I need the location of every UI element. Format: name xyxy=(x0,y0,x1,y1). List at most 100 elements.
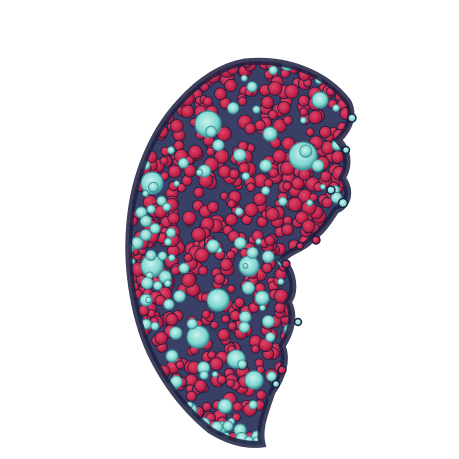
red-granule xyxy=(291,176,305,190)
red-granule xyxy=(193,186,205,198)
cyan-vacuole xyxy=(163,298,175,311)
cyan-vacuole xyxy=(238,310,252,324)
cyan-vacuole xyxy=(205,125,217,138)
cyan-vacuole xyxy=(206,288,230,312)
cyan-vacuole xyxy=(142,190,149,197)
cyan-vacuole xyxy=(266,371,277,382)
red-granule xyxy=(206,200,219,213)
cyan-vacuole xyxy=(167,253,176,262)
cyan-vacuole xyxy=(299,116,307,124)
red-granule xyxy=(182,210,197,226)
red-granule xyxy=(191,227,207,242)
red-granule xyxy=(309,192,319,202)
cyan-vacuole xyxy=(165,349,179,363)
red-granule xyxy=(265,207,280,222)
red-granule xyxy=(261,262,273,274)
red-granule xyxy=(175,360,185,370)
cyan-vacuole xyxy=(311,91,329,109)
red-granule xyxy=(287,196,303,212)
cyan-vacuole xyxy=(163,237,173,246)
cyan-vacuole xyxy=(234,207,244,216)
cyan-vacuole xyxy=(265,332,276,343)
cyan-vacuole xyxy=(152,280,163,291)
detached-red-granule xyxy=(277,365,287,375)
red-granule xyxy=(227,321,238,331)
cyan-vacuole xyxy=(233,236,247,250)
cyan-vacuole xyxy=(139,215,152,228)
red-granule xyxy=(238,162,251,175)
red-granule xyxy=(237,96,248,106)
red-granule xyxy=(225,378,236,389)
cyan-vacuole xyxy=(240,74,248,82)
cyan-vacuole xyxy=(150,321,160,331)
cyan-vacuole xyxy=(165,227,177,238)
red-granule xyxy=(321,196,333,209)
red-granule xyxy=(194,379,208,393)
cyan-vacuole xyxy=(246,246,259,259)
detached-cyan-vacuole xyxy=(271,379,281,389)
cyan-vacuole xyxy=(145,249,157,261)
cyan-vacuole xyxy=(278,196,288,207)
cyan-vacuole xyxy=(299,144,313,158)
red-granule xyxy=(255,389,267,401)
cyan-vacuole xyxy=(140,276,154,290)
cyan-vacuole xyxy=(244,370,264,390)
cyan-vacuole xyxy=(306,199,314,207)
cyan-vacuole xyxy=(226,101,240,115)
cyan-vacuole xyxy=(157,251,168,261)
cyan-vacuole xyxy=(233,148,247,162)
red-granule xyxy=(198,265,209,276)
red-granule xyxy=(272,149,287,164)
red-granule xyxy=(169,119,184,133)
red-granule xyxy=(301,219,316,234)
red-granule xyxy=(319,170,332,183)
red-granule xyxy=(299,107,309,117)
cyan-vacuole xyxy=(241,172,251,181)
cyan-vacuole xyxy=(277,278,285,286)
cyan-vacuole xyxy=(262,126,278,142)
red-granule xyxy=(167,164,182,179)
red-granule xyxy=(250,344,260,354)
cyan-vacuole xyxy=(146,204,156,214)
red-granule xyxy=(264,235,276,246)
detached-cyan-vacuole xyxy=(341,145,351,155)
cyan-vacuole xyxy=(254,290,270,306)
red-granule xyxy=(308,110,323,125)
cyan-vacuole xyxy=(217,398,233,414)
red-granule xyxy=(254,119,266,132)
cyan-vacuole xyxy=(259,304,266,312)
cyan-vacuole xyxy=(166,146,176,155)
red-granule xyxy=(268,167,279,178)
cyan-vacuole xyxy=(246,81,258,93)
red-granule xyxy=(226,199,237,209)
cyan-vacuole xyxy=(211,371,219,378)
red-granule xyxy=(194,247,210,263)
cyan-vacuole xyxy=(145,296,152,304)
red-granule xyxy=(205,146,216,157)
cyan-vacuole xyxy=(255,238,262,245)
detached-granules xyxy=(271,113,357,389)
detached-cyan-vacuole xyxy=(347,113,357,123)
red-granule xyxy=(277,101,291,115)
cyan-vacuole xyxy=(177,157,189,169)
red-granule xyxy=(319,125,332,139)
cyan-vacuole xyxy=(311,159,325,173)
detached-cyan-vacuole xyxy=(326,185,336,195)
cyan-vacuole xyxy=(173,289,186,303)
red-granule xyxy=(209,356,224,371)
cyan-vacuole xyxy=(173,180,180,187)
red-granule xyxy=(220,314,231,324)
red-granule xyxy=(267,81,283,96)
cyan-vacuole xyxy=(248,400,258,410)
red-granule xyxy=(282,115,293,126)
red-granule xyxy=(167,212,180,225)
red-granule xyxy=(224,78,238,93)
red-granule xyxy=(297,94,310,107)
cyan-vacuole xyxy=(319,183,326,190)
cyan-vacuole xyxy=(139,228,152,242)
cyan-vacuole xyxy=(252,105,261,114)
red-granule xyxy=(226,250,236,260)
red-granule xyxy=(219,258,233,272)
